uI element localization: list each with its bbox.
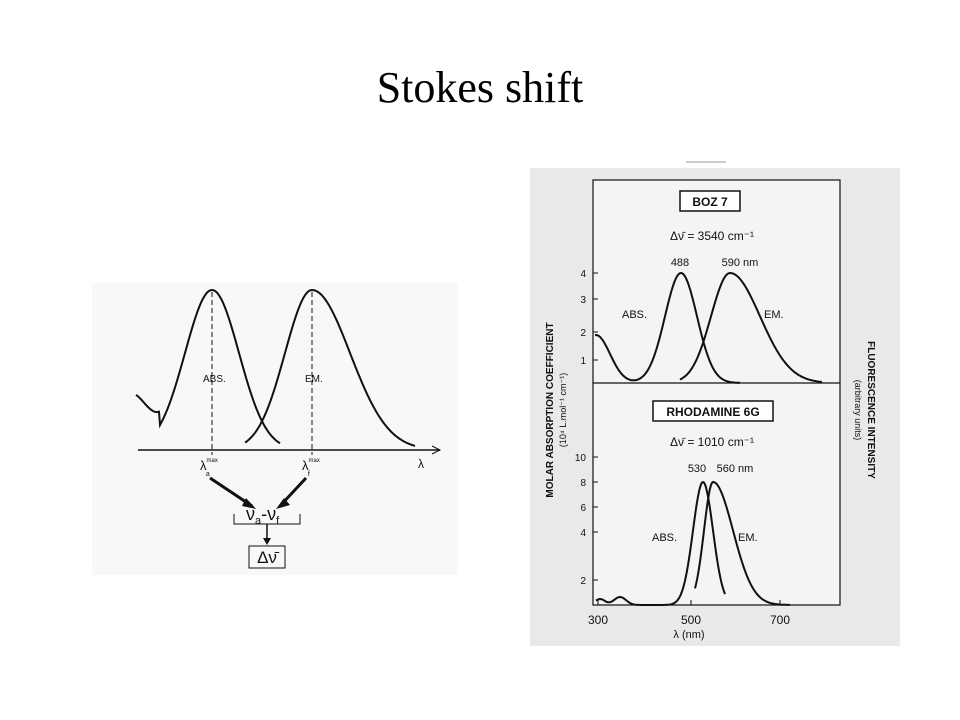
abs-label: ABS. [622, 309, 647, 321]
result-box [248, 545, 286, 569]
panel-name-box [652, 400, 774, 422]
right-figure: BOZ 7 Δν̄ = 3540 cm⁻¹ 488 590 nm ABS. EM… [545, 179, 876, 641]
stokes-shift: Δν̄ = 3540 cm⁻¹ [670, 229, 754, 243]
y2-axis-units: (arbitrary units) [853, 380, 863, 441]
lambda-f: λmax f [302, 458, 320, 478]
lambda-a: λmax a [200, 458, 218, 478]
y-axis-label: MOLAR ABSORPTION COEFFICIENT [545, 322, 556, 497]
r6g-em [694, 480, 790, 606]
arrowhead [263, 538, 271, 545]
abs-label: ABS. [203, 374, 226, 385]
panel-name: BOZ 7 [692, 195, 728, 209]
y-tick-label: 3 [580, 295, 586, 306]
left-figure-bg [92, 283, 458, 575]
minus: - [261, 504, 267, 524]
peak-label: 530 [688, 463, 706, 475]
nu: ν [267, 504, 276, 524]
result: Δν̄ [257, 548, 280, 567]
em-label: EM. [738, 532, 758, 544]
x-tick-label: 500 [681, 613, 701, 627]
em-label: EM. [305, 374, 323, 385]
axis-label: λ [418, 457, 424, 471]
sup: max [309, 458, 320, 464]
plot-frame [592, 179, 841, 606]
y-tick-label: 1 [580, 356, 586, 367]
x-axis-label: λ (nm) [673, 629, 704, 641]
slide-title: Stokes shift [377, 63, 584, 112]
x-tick-label: 700 [770, 613, 790, 627]
sup: max [207, 458, 218, 464]
y-tick-label: 10 [575, 453, 587, 464]
y-tick-label: 4 [580, 528, 586, 539]
difference: νa-νf [246, 504, 280, 527]
y-tick-label: 6 [580, 503, 586, 514]
y-tick-label: 2 [580, 328, 586, 339]
em-curve [244, 288, 416, 447]
x-tick-label: 300 [588, 613, 608, 627]
peak-label: 590 nm [722, 257, 759, 269]
arrowhead [242, 498, 256, 509]
stokes-shift: Δν̄ = 1010 cm⁻¹ [670, 435, 754, 449]
symbol: λ [200, 458, 207, 473]
abs-curve [135, 288, 281, 445]
arrowhead [276, 498, 290, 509]
panel-name: RHODAMINE 6G [666, 405, 759, 419]
y-tick-label: 8 [580, 478, 586, 489]
boz-em [679, 271, 823, 383]
y-axis-units: (10⁴ L.mol⁻¹ cm⁻¹) [558, 373, 568, 447]
sub: f [308, 471, 310, 478]
panel-name-box [679, 190, 741, 212]
em-label: EM. [764, 309, 784, 321]
y-tick-label: 4 [580, 269, 586, 280]
left-figure: ABS. EM. λ λmax a λmax f νa-νf Δν̄ [135, 288, 442, 569]
axis-arrow [431, 445, 442, 455]
nu: ν [246, 504, 255, 524]
abs-label: ABS. [652, 532, 677, 544]
r6g-abs [595, 480, 726, 606]
sub: f [276, 515, 280, 527]
boz-abs [594, 271, 741, 384]
sub: a [206, 471, 210, 478]
peak-label: 488 [671, 257, 689, 269]
symbol: λ [302, 458, 309, 473]
sub: a [255, 515, 262, 527]
peak-label: 560 nm [717, 463, 754, 475]
y-tick-label: 2 [580, 576, 586, 587]
y2-axis-label: FLUORESCENCE INTENSITY [865, 341, 876, 479]
